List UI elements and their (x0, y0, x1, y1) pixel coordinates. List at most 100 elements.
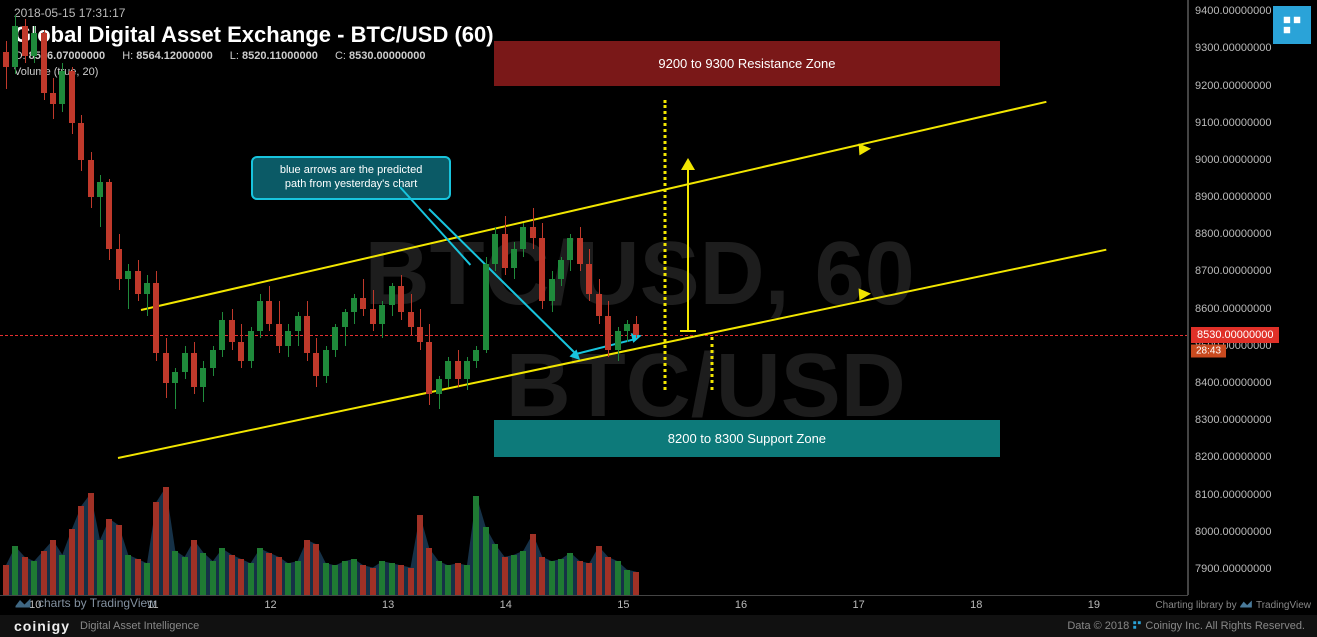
candle[interactable] (342, 312, 348, 327)
candle[interactable] (511, 249, 517, 268)
volume-bar[interactable] (12, 546, 18, 595)
candle[interactable] (360, 298, 366, 309)
volume-bar[interactable] (615, 561, 621, 595)
candle[interactable] (633, 324, 639, 335)
volume-bar[interactable] (78, 506, 84, 595)
volume-bar[interactable] (398, 565, 404, 595)
projection-line[interactable] (710, 337, 713, 391)
candle[interactable] (31, 33, 37, 55)
candle[interactable] (59, 71, 65, 104)
volume-bar[interactable] (408, 568, 414, 596)
volume-bar[interactable] (313, 544, 319, 595)
candle[interactable] (210, 350, 216, 369)
volume-bar[interactable] (351, 559, 357, 595)
volume-bar[interactable] (473, 496, 479, 595)
candle[interactable] (624, 324, 630, 331)
volume-bar[interactable] (342, 561, 348, 595)
volume-bar[interactable] (360, 565, 366, 595)
projection-line[interactable] (663, 100, 666, 390)
trend-line[interactable] (141, 100, 1047, 310)
volume-bar[interactable] (163, 487, 169, 595)
candle[interactable] (266, 301, 272, 323)
volume-bar[interactable] (379, 561, 385, 595)
candle[interactable] (106, 182, 112, 249)
volume-bar[interactable] (116, 525, 122, 595)
volume-bar[interactable] (191, 540, 197, 595)
volume-bar[interactable] (586, 563, 592, 595)
candle[interactable] (455, 361, 461, 380)
candle[interactable] (153, 283, 159, 354)
candle[interactable] (332, 327, 338, 349)
volume-bar[interactable] (200, 553, 206, 595)
volume-bar[interactable] (389, 563, 395, 595)
candle[interactable] (144, 283, 150, 294)
volume-bar[interactable] (182, 557, 188, 595)
volume-bar[interactable] (153, 502, 159, 595)
candle[interactable] (313, 353, 319, 375)
resistance-zone[interactable]: 9200 to 9300 Resistance Zone (494, 41, 1000, 86)
candle[interactable] (41, 33, 47, 93)
volume-bar[interactable] (577, 561, 583, 595)
volume-bar[interactable] (633, 572, 639, 595)
candle[interactable] (248, 331, 254, 361)
volume-bar[interactable] (229, 555, 235, 595)
candle[interactable] (285, 331, 291, 346)
volume-bar[interactable] (502, 557, 508, 595)
volume-bar[interactable] (97, 540, 103, 595)
candle[interactable] (276, 324, 282, 346)
candle[interactable] (163, 353, 169, 383)
candle[interactable] (219, 320, 225, 350)
volume-bar[interactable] (295, 561, 301, 595)
volume-bar[interactable] (549, 561, 555, 595)
candle[interactable] (370, 309, 376, 324)
chart-area[interactable]: BTC/USD, 60 BTC/USD 9200 to 9300 Resista… (0, 0, 1188, 595)
candle[interactable] (436, 379, 442, 394)
volume-bar[interactable] (605, 557, 611, 595)
candle[interactable] (97, 182, 103, 197)
candle[interactable] (567, 238, 573, 260)
volume-bar[interactable] (248, 563, 254, 595)
candle[interactable] (304, 316, 310, 353)
volume-bar[interactable] (88, 493, 94, 595)
candle[interactable] (379, 305, 385, 324)
candle[interactable] (12, 26, 18, 67)
candle[interactable] (323, 350, 329, 376)
candle[interactable] (172, 372, 178, 383)
candle[interactable] (530, 227, 536, 238)
candle[interactable] (182, 353, 188, 372)
volume-bar[interactable] (530, 534, 536, 595)
candle[interactable] (492, 234, 498, 264)
volume-bar[interactable] (285, 563, 291, 595)
candle[interactable] (125, 271, 131, 278)
volume-bar[interactable] (567, 553, 573, 595)
candle[interactable] (257, 301, 263, 331)
volume-bar[interactable] (266, 553, 272, 595)
candle[interactable] (502, 234, 508, 267)
volume-bar[interactable] (624, 570, 630, 595)
volume-bar[interactable] (370, 568, 376, 596)
candle[interactable] (295, 316, 301, 331)
candle[interactable] (50, 93, 56, 104)
candle[interactable] (577, 238, 583, 264)
candle[interactable] (191, 353, 197, 386)
volume-bar[interactable] (483, 527, 489, 595)
candle[interactable] (22, 26, 28, 56)
volume-bar[interactable] (135, 559, 141, 595)
candle[interactable] (596, 294, 602, 316)
candle[interactable] (238, 342, 244, 361)
volume-bar[interactable] (31, 561, 37, 595)
candle[interactable] (135, 271, 141, 293)
price-axis[interactable]: 7900.000000008000.000000008100.000000008… (1188, 0, 1317, 595)
candle[interactable] (389, 286, 395, 305)
volume-bar[interactable] (172, 551, 178, 595)
volume-bar[interactable] (455, 563, 461, 595)
candle[interactable] (426, 342, 432, 394)
volume-bar[interactable] (436, 561, 442, 595)
volume-bar[interactable] (539, 557, 545, 595)
volume-bar[interactable] (304, 540, 310, 595)
volume-bar[interactable] (596, 546, 602, 595)
candle[interactable] (69, 71, 75, 123)
volume-bar[interactable] (426, 548, 432, 595)
volume-bar[interactable] (210, 561, 216, 595)
annotation-callout[interactable]: blue arrows are the predictedpath from y… (251, 156, 451, 200)
